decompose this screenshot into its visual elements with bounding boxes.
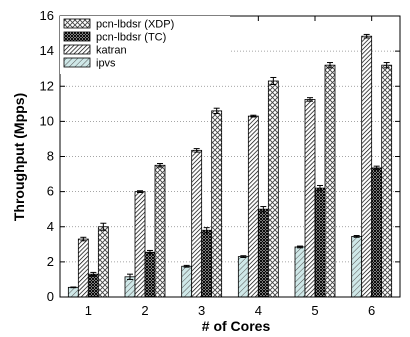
y-tick-label: 16 bbox=[40, 8, 54, 23]
legend-swatch bbox=[63, 44, 91, 55]
bar-pcn-lbdsr-xdp bbox=[97, 226, 109, 298]
x-tick-label: 1 bbox=[85, 303, 92, 318]
y-axis-title: Throughput (Mpps) bbox=[11, 93, 27, 221]
bar-pcn-lbdsr-xdp bbox=[154, 164, 166, 298]
bar-katran bbox=[361, 35, 373, 298]
y-tick-label: 10 bbox=[40, 113, 54, 128]
legend-swatch bbox=[63, 31, 91, 42]
y-tick-label: 4 bbox=[47, 219, 54, 234]
bar-pcn-lbdsr-tc bbox=[144, 251, 156, 298]
x-tick-label: 2 bbox=[141, 303, 148, 318]
bar-pcn-lbdsr-xdp bbox=[267, 80, 279, 298]
bar-katran bbox=[77, 238, 89, 298]
x-tick-label: 3 bbox=[198, 303, 205, 318]
bar-pcn-lbdsr-xdp bbox=[381, 64, 393, 298]
bar-series bbox=[67, 35, 393, 298]
legend-swatch bbox=[63, 18, 91, 29]
y-tick-label: 2 bbox=[47, 254, 54, 269]
y-tick-label: 6 bbox=[47, 184, 54, 199]
x-axis-title: # of Cores bbox=[202, 318, 271, 334]
bar-pcn-lbdsr-tc bbox=[314, 187, 326, 298]
y-tick-label: 8 bbox=[47, 149, 54, 164]
bar-pcn-lbdsr-xdp bbox=[324, 64, 336, 298]
legend-swatch bbox=[63, 57, 91, 68]
bar-katran bbox=[134, 191, 146, 298]
bar-ipvs bbox=[351, 236, 363, 298]
y-axis-ticks: 0 2 4 6 8 10 12 14 16 bbox=[40, 8, 400, 304]
bar-ipvs bbox=[294, 246, 306, 298]
x-tick-label: 5 bbox=[311, 303, 318, 318]
bar-ipvs bbox=[181, 265, 193, 298]
error-bars bbox=[70, 33, 390, 289]
bar-pcn-lbdsr-tc bbox=[201, 229, 213, 298]
legend-label: katran bbox=[96, 45, 127, 57]
y-tick-label: 12 bbox=[40, 78, 54, 93]
y-tick-label: 0 bbox=[47, 289, 54, 304]
bar-pcn-lbdsr-tc bbox=[371, 167, 383, 298]
bar-pcn-lbdsr-tc bbox=[257, 208, 269, 298]
bar-pcn-lbdsr-tc bbox=[87, 273, 99, 298]
bar-katran bbox=[304, 99, 316, 298]
bar-katran bbox=[247, 115, 259, 298]
bar-katran bbox=[191, 149, 203, 298]
legend-label: ipvs bbox=[96, 58, 116, 70]
x-tick-label: 6 bbox=[368, 303, 375, 318]
bar-pcn-lbdsr-xdp bbox=[211, 110, 223, 298]
legend-label: pcn-lbdsr (XDP) bbox=[96, 19, 174, 31]
legend-label: pcn-lbdsr (TC) bbox=[96, 32, 166, 44]
x-tick-label: 4 bbox=[255, 303, 262, 318]
y-tick-label: 14 bbox=[40, 43, 54, 58]
bar-ipvs bbox=[67, 286, 79, 298]
bar-ipvs bbox=[237, 256, 249, 298]
grid-lines bbox=[60, 50, 400, 263]
